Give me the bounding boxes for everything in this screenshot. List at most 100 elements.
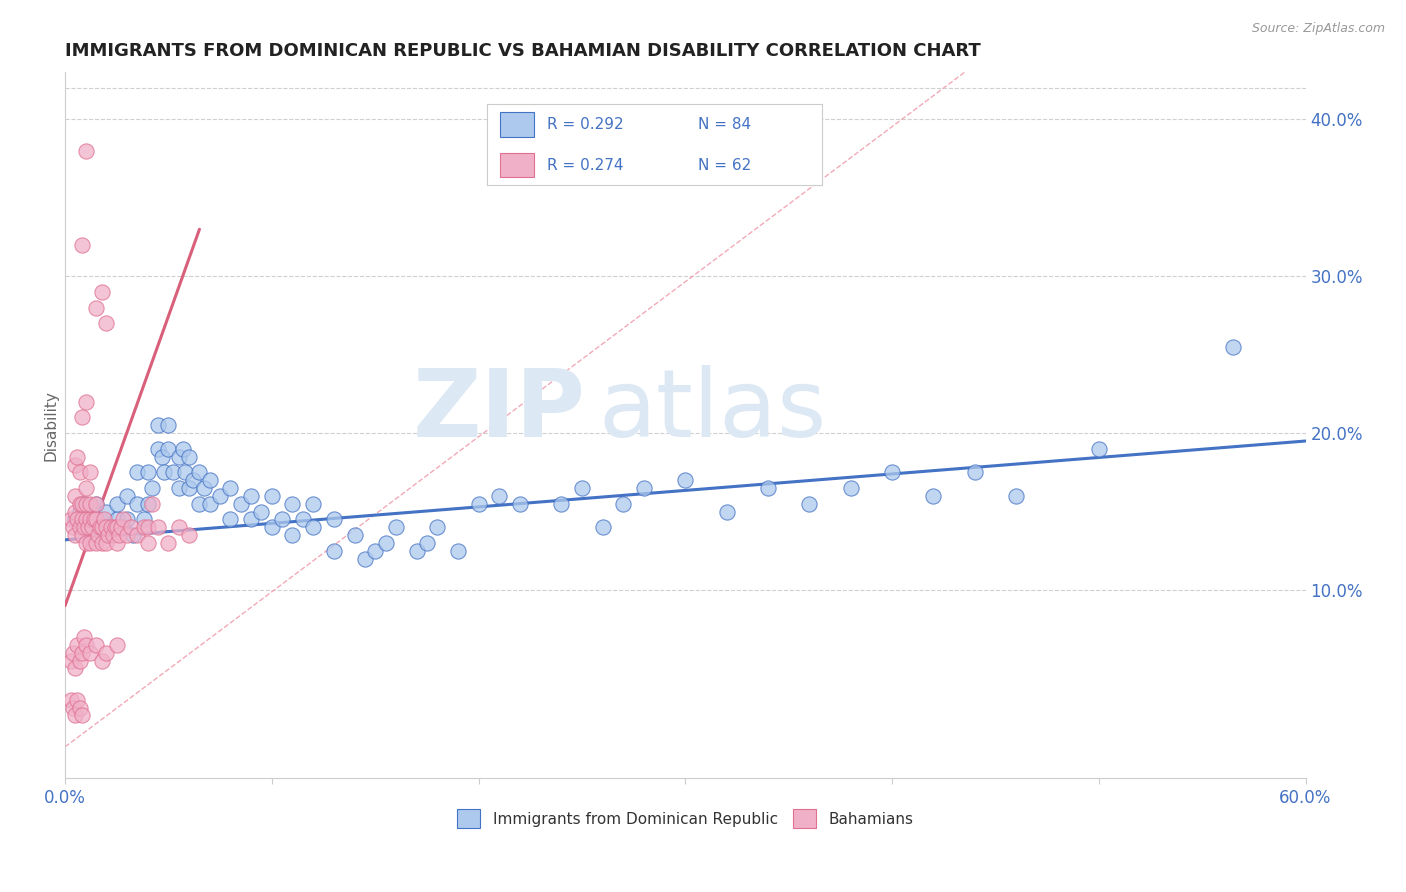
Point xyxy=(240,512,263,526)
Point xyxy=(260,489,283,503)
Point xyxy=(146,442,169,456)
Point xyxy=(66,512,89,526)
Point xyxy=(198,497,221,511)
Point xyxy=(179,528,201,542)
Point xyxy=(150,450,173,464)
Point xyxy=(70,708,93,723)
Point xyxy=(96,505,118,519)
Point xyxy=(105,536,128,550)
Point xyxy=(70,497,93,511)
Point xyxy=(127,497,149,511)
Point xyxy=(65,512,87,526)
Point xyxy=(127,528,149,542)
Point xyxy=(76,520,98,534)
Point xyxy=(87,528,110,542)
Point xyxy=(132,520,155,534)
Point xyxy=(260,520,283,534)
Point xyxy=(105,512,128,526)
Point xyxy=(91,285,114,299)
Point xyxy=(96,646,118,660)
Point xyxy=(132,512,155,526)
Point xyxy=(219,512,242,526)
Point xyxy=(799,497,821,511)
Point xyxy=(426,520,449,534)
Point xyxy=(922,489,945,503)
Text: IMMIGRANTS FROM DOMINICAN REPUBLIC VS BAHAMIAN DISABILITY CORRELATION CHART: IMMIGRANTS FROM DOMINICAN REPUBLIC VS BA… xyxy=(65,42,981,60)
Point xyxy=(250,505,273,519)
Point xyxy=(83,512,105,526)
Point xyxy=(302,520,325,534)
Point xyxy=(70,646,93,660)
Point xyxy=(84,528,107,542)
Point xyxy=(271,512,294,526)
Text: Source: ZipAtlas.com: Source: ZipAtlas.com xyxy=(1251,22,1385,36)
Point xyxy=(509,497,531,511)
Point xyxy=(65,661,87,675)
Point xyxy=(1222,340,1244,354)
Point xyxy=(167,450,190,464)
Point xyxy=(374,536,396,550)
Point xyxy=(70,528,93,542)
Point xyxy=(73,630,96,644)
Point xyxy=(612,497,634,511)
Point xyxy=(179,450,201,464)
Point xyxy=(467,497,489,511)
Point xyxy=(96,520,118,534)
Point xyxy=(322,543,344,558)
Point xyxy=(91,536,114,550)
Point xyxy=(136,520,159,534)
Point xyxy=(75,536,97,550)
Point xyxy=(75,394,97,409)
Point xyxy=(96,536,118,550)
Point xyxy=(73,520,96,534)
Point xyxy=(100,520,122,534)
Point xyxy=(219,481,242,495)
Point xyxy=(75,497,97,511)
Y-axis label: Disability: Disability xyxy=(44,390,58,461)
Point xyxy=(322,512,344,526)
Point xyxy=(79,536,101,550)
Point xyxy=(122,528,145,542)
Point xyxy=(69,520,91,534)
Point xyxy=(880,466,903,480)
Point xyxy=(65,458,87,472)
Point xyxy=(65,489,87,503)
Point xyxy=(91,520,114,534)
Point xyxy=(488,489,510,503)
Point xyxy=(89,520,111,534)
Point xyxy=(229,497,252,511)
Point xyxy=(111,520,134,534)
Point xyxy=(96,528,118,542)
Point xyxy=(97,528,120,542)
Point xyxy=(66,693,89,707)
Point xyxy=(108,528,131,542)
Point xyxy=(60,693,83,707)
Point xyxy=(65,708,87,723)
Point xyxy=(405,543,427,558)
Point xyxy=(136,497,159,511)
Point xyxy=(353,551,375,566)
Point xyxy=(281,497,304,511)
Point xyxy=(84,536,107,550)
Point xyxy=(60,512,83,526)
Point xyxy=(69,700,91,714)
Point xyxy=(756,481,779,495)
Point xyxy=(302,497,325,511)
Point xyxy=(673,473,696,487)
Point xyxy=(110,520,132,534)
Point xyxy=(104,520,127,534)
Point xyxy=(91,654,114,668)
Point xyxy=(716,505,738,519)
Point xyxy=(209,489,232,503)
Legend: Immigrants from Dominican Republic, Bahamians: Immigrants from Dominican Republic, Baha… xyxy=(451,803,920,834)
Point xyxy=(385,520,408,534)
Point xyxy=(157,536,180,550)
Point xyxy=(198,473,221,487)
Point xyxy=(592,520,614,534)
Point xyxy=(115,528,138,542)
Point xyxy=(343,528,366,542)
Point xyxy=(550,497,572,511)
Point xyxy=(240,489,263,503)
Point xyxy=(633,481,655,495)
Point xyxy=(162,466,184,480)
